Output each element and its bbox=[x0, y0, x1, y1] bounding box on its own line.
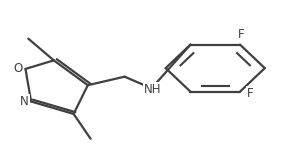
Text: F: F bbox=[238, 28, 245, 41]
Text: NH: NH bbox=[144, 83, 162, 96]
Text: O: O bbox=[13, 62, 23, 75]
Text: F: F bbox=[247, 87, 254, 100]
Text: N: N bbox=[20, 95, 29, 108]
